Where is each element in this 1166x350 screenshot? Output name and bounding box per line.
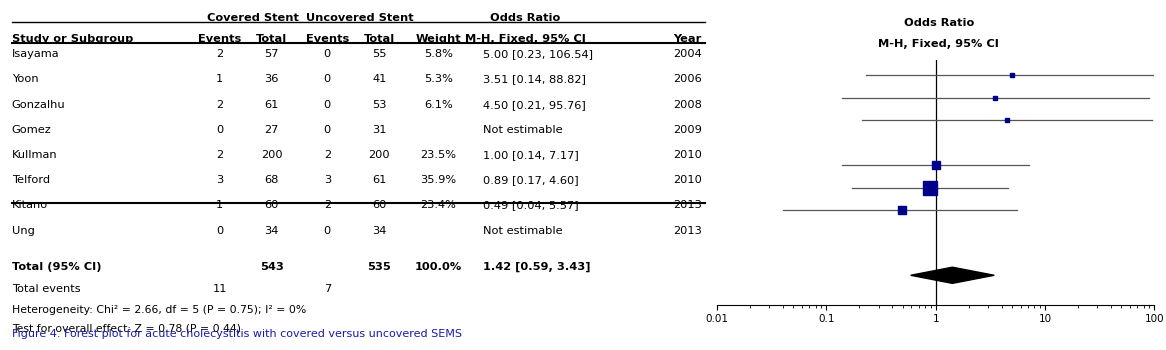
Text: Study or Subgroup: Study or Subgroup: [12, 34, 133, 43]
Text: 57: 57: [265, 49, 279, 59]
Text: 1.00 [0.14, 7.17]: 1.00 [0.14, 7.17]: [484, 150, 580, 160]
Text: 27: 27: [265, 125, 279, 135]
Text: Not estimable: Not estimable: [484, 226, 563, 236]
Text: Odds Ratio: Odds Ratio: [904, 18, 974, 28]
Text: Kitano: Kitano: [12, 201, 48, 210]
Text: 60: 60: [372, 201, 387, 210]
Text: 0: 0: [324, 75, 331, 84]
Text: 2013: 2013: [673, 226, 702, 236]
Text: 34: 34: [372, 226, 387, 236]
Text: Isayama: Isayama: [12, 49, 59, 59]
Text: 0: 0: [216, 125, 224, 135]
Text: 0.49 [0.04, 5.57]: 0.49 [0.04, 5.57]: [484, 201, 580, 210]
Text: Covered Stent: Covered Stent: [206, 13, 298, 23]
Text: 0: 0: [216, 226, 224, 236]
Text: 55: 55: [372, 49, 387, 59]
Text: 200: 200: [261, 150, 282, 160]
Text: M-H, Fixed, 95% CI: M-H, Fixed, 95% CI: [464, 34, 585, 43]
Text: Weight: Weight: [415, 34, 461, 43]
Text: Gomez: Gomez: [12, 125, 51, 135]
Text: Heterogeneity: Chi² = 2.66, df = 5 (P = 0.75); I² = 0%: Heterogeneity: Chi² = 2.66, df = 5 (P = …: [12, 305, 305, 315]
Text: 60: 60: [265, 201, 279, 210]
Text: 1: 1: [216, 75, 224, 84]
Text: Total (95% CI): Total (95% CI): [12, 262, 101, 272]
Text: 2: 2: [324, 201, 331, 210]
Text: 34: 34: [265, 226, 279, 236]
Text: 36: 36: [265, 75, 279, 84]
Text: 1.42 [0.59, 3.43]: 1.42 [0.59, 3.43]: [484, 262, 591, 272]
Text: Ung: Ung: [12, 226, 35, 236]
Text: 2006: 2006: [673, 75, 702, 84]
Text: Events: Events: [305, 34, 349, 43]
Text: 61: 61: [372, 175, 387, 185]
Text: 2: 2: [216, 100, 224, 110]
Text: Events: Events: [198, 34, 241, 43]
Text: 31: 31: [372, 125, 387, 135]
Text: 23.4%: 23.4%: [421, 201, 456, 210]
Text: Test for overall effect: Z = 0.78 (P = 0.44): Test for overall effect: Z = 0.78 (P = 0…: [12, 323, 240, 333]
Text: 0: 0: [324, 49, 331, 59]
Text: Kullman: Kullman: [12, 150, 57, 160]
Text: Year: Year: [674, 34, 702, 43]
Polygon shape: [911, 267, 995, 284]
Text: 0: 0: [324, 125, 331, 135]
Text: Telford: Telford: [12, 175, 50, 185]
Text: 2010: 2010: [673, 175, 702, 185]
Text: 3: 3: [216, 175, 224, 185]
Text: Total events: Total events: [12, 284, 80, 294]
Text: Total: Total: [257, 34, 288, 43]
Text: 200: 200: [368, 150, 391, 160]
Text: Not estimable: Not estimable: [484, 125, 563, 135]
Text: 61: 61: [265, 100, 279, 110]
Text: 0.89 [0.17, 4.60]: 0.89 [0.17, 4.60]: [484, 175, 580, 185]
Text: 3: 3: [324, 175, 331, 185]
Text: 35.9%: 35.9%: [420, 175, 456, 185]
Text: 100.0%: 100.0%: [415, 262, 462, 272]
Text: Gonzalhu: Gonzalhu: [12, 100, 65, 110]
Text: Total: Total: [364, 34, 395, 43]
Text: 2008: 2008: [673, 100, 702, 110]
Text: 5.8%: 5.8%: [424, 49, 452, 59]
Text: Uncovered Stent: Uncovered Stent: [307, 13, 414, 23]
Text: 543: 543: [260, 262, 283, 272]
Text: 7: 7: [324, 284, 331, 294]
Text: 535: 535: [367, 262, 392, 272]
Text: Figure 4. Forest plot for acute cholecystitis with covered versus uncovered SEMS: Figure 4. Forest plot for acute cholecys…: [12, 329, 462, 339]
Text: 2: 2: [324, 150, 331, 160]
Text: Yoon: Yoon: [12, 75, 38, 84]
Text: 0: 0: [324, 226, 331, 236]
Text: 41: 41: [372, 75, 387, 84]
Text: 2004: 2004: [673, 49, 702, 59]
Text: 6.1%: 6.1%: [424, 100, 452, 110]
Text: 1: 1: [216, 201, 224, 210]
Text: 0: 0: [324, 100, 331, 110]
Text: 5.00 [0.23, 106.54]: 5.00 [0.23, 106.54]: [484, 49, 593, 59]
Text: Odds Ratio: Odds Ratio: [490, 13, 560, 23]
Text: 23.5%: 23.5%: [420, 150, 456, 160]
Text: M-H, Fixed, 95% CI: M-H, Fixed, 95% CI: [878, 39, 999, 49]
Text: 68: 68: [265, 175, 279, 185]
Text: 11: 11: [212, 284, 227, 294]
Text: 2: 2: [216, 150, 224, 160]
Text: 4.50 [0.21, 95.76]: 4.50 [0.21, 95.76]: [484, 100, 586, 110]
Text: 2013: 2013: [673, 201, 702, 210]
Text: 3.51 [0.14, 88.82]: 3.51 [0.14, 88.82]: [484, 75, 586, 84]
Text: 53: 53: [372, 100, 387, 110]
Text: 5.3%: 5.3%: [424, 75, 452, 84]
Text: 2: 2: [216, 49, 224, 59]
Text: 2010: 2010: [673, 150, 702, 160]
Text: 2009: 2009: [673, 125, 702, 135]
